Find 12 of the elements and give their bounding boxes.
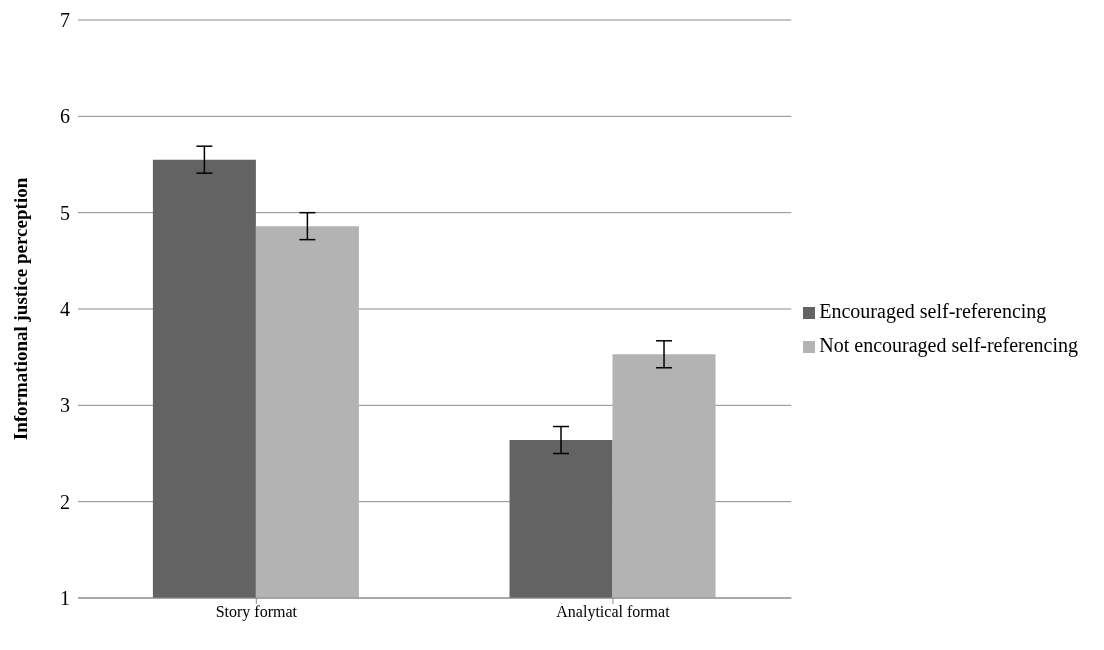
y-tick-label: 5 <box>60 201 70 224</box>
legend-label: Not encouraged self-referencing <box>819 334 1078 356</box>
y-tick-label: 4 <box>60 298 70 321</box>
x-tick-label: Analytical format <box>556 603 671 622</box>
y-tick-label: 3 <box>60 394 70 417</box>
legend-label: Encouraged self-referencing <box>819 300 1047 322</box>
y-axis-title: Informational justice perception <box>9 177 31 441</box>
x-tick-label: Story format <box>215 603 298 622</box>
y-tick-label: 2 <box>60 490 70 513</box>
y-tick-label: 7 <box>60 9 70 32</box>
y-tick-label: 1 <box>60 587 70 610</box>
y-tick-label: 6 <box>60 105 70 128</box>
